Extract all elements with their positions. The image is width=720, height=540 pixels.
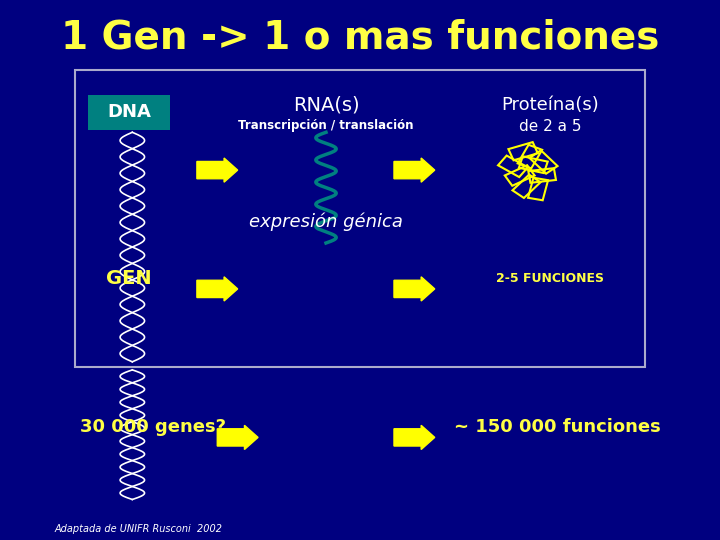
FancyArrow shape [217, 426, 258, 449]
Text: expresión génica: expresión génica [249, 212, 403, 231]
Text: RNA(s): RNA(s) [293, 96, 359, 115]
Text: 30 000 genes?: 30 000 genes? [80, 417, 225, 436]
FancyArrow shape [394, 426, 435, 449]
Text: Proteína(s): Proteína(s) [501, 96, 599, 114]
FancyArrow shape [197, 277, 238, 301]
FancyArrow shape [394, 277, 435, 301]
Text: Transcripción / translación: Transcripción / translación [238, 119, 414, 132]
Bar [75, 70, 645, 367]
FancyArrow shape [197, 158, 238, 182]
Text: GEN: GEN [106, 268, 152, 288]
Text: DNA: DNA [107, 103, 151, 121]
Text: 2-5 FUNCIONES: 2-5 FUNCIONES [496, 272, 604, 285]
Text: 1 Gen -> 1 o mas funciones: 1 Gen -> 1 o mas funciones [60, 19, 660, 57]
Text: de 2 a 5: de 2 a 5 [519, 119, 582, 134]
Text: Adaptada de UNIFR Rusconi  2002: Adaptada de UNIFR Rusconi 2002 [54, 524, 222, 534]
Text: ~ 150 000 funciones: ~ 150 000 funciones [454, 417, 660, 436]
Bar [88, 94, 170, 130]
FancyArrow shape [394, 158, 435, 182]
